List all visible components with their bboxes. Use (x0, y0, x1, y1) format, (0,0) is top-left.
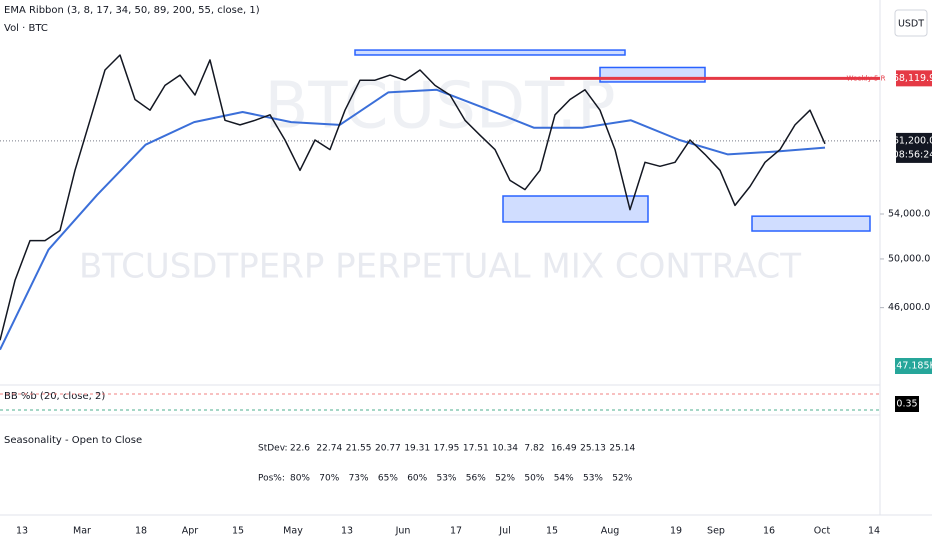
contract-watermark: BTCUSDTPERP PERPETUAL MIX CONTRACT (79, 247, 801, 287)
y-tick-label: 54,000.0 (888, 209, 930, 220)
cell: 50% (524, 474, 544, 484)
last-price-label: 61,200.0 (893, 135, 932, 146)
time-label: Apr (182, 526, 199, 537)
y-tick-label: 50,000.0 (888, 253, 930, 264)
cell: 22.74 (316, 444, 342, 454)
cell: 56% (466, 474, 486, 484)
cell: 17.51 (463, 444, 489, 454)
cell: 7.82 (524, 444, 544, 454)
order-zone (354, 49, 626, 56)
cell: 73% (349, 474, 369, 484)
seasonality-title: Seasonality - Open to Close (4, 435, 142, 446)
time-label: Sep (707, 526, 725, 537)
cell: 54% (554, 474, 574, 484)
time-label: May (283, 526, 303, 537)
close-line (0, 54, 826, 341)
volume-tag (895, 358, 932, 374)
cell: 16.49 (551, 444, 577, 454)
cell: 70% (319, 474, 339, 484)
cell: 20.77 (375, 444, 401, 454)
cell: 52% (612, 474, 632, 484)
time-label: 13 (16, 526, 28, 537)
order-zone (751, 215, 871, 232)
oscillator-title: BB %b (20, close, 2) (4, 391, 105, 402)
cell: 17.95 (434, 444, 460, 454)
volume-value: 147.185K (890, 361, 932, 372)
volume-label: Vol · BTC (4, 23, 48, 34)
cell: 21.55 (346, 444, 372, 454)
time-label: Aug (601, 526, 620, 537)
time-label: Jun (395, 526, 411, 537)
row-label: Pos%: (258, 474, 285, 484)
cell: 53% (436, 474, 456, 484)
cell: 22.6 (290, 444, 310, 454)
osc-value: 0.35 (896, 399, 917, 410)
time-label: 19 (670, 526, 682, 537)
cell: 52% (495, 474, 515, 484)
watermark: BTCUSDT.P (264, 70, 615, 144)
last-price-tag (896, 132, 932, 163)
currency-button[interactable] (894, 9, 928, 37)
currency-button-label[interactable]: USDT (898, 19, 924, 30)
time-label: Oct (814, 526, 831, 537)
cell: 10.34 (492, 444, 518, 454)
time-label: 17 (450, 526, 462, 537)
countdown: 08:56:24 (893, 149, 932, 160)
time-label: 16 (763, 526, 775, 537)
indicator-label: EMA Ribbon (3, 8, 17, 34, 50, 89, 200, 5… (4, 5, 260, 16)
weekly-level-name: Weekly 5 R (846, 74, 885, 82)
cell: 25.14 (609, 444, 635, 454)
time-label: Mar (73, 526, 91, 537)
weekly-tag (896, 70, 932, 87)
cell: 25.13 (580, 444, 606, 454)
cell: 53% (583, 474, 603, 484)
time-label: 18 (135, 526, 147, 537)
cell: 19.31 (404, 444, 430, 454)
weekly-level-label: 68,119.9 (893, 73, 932, 84)
time-label: 13 (341, 526, 353, 537)
time-label: 15 (232, 526, 244, 537)
cell: 65% (378, 474, 398, 484)
y-tick-label: 46,000.0 (888, 302, 930, 313)
time-label: 15 (546, 526, 558, 537)
cell: 60% (407, 474, 427, 484)
order-zone (502, 195, 649, 223)
time-label: Jul (498, 526, 510, 537)
osc-value-tag (895, 396, 919, 412)
time-label: 14 (868, 526, 880, 537)
row-label: StDev: (258, 444, 288, 454)
cell: 80% (290, 474, 310, 484)
